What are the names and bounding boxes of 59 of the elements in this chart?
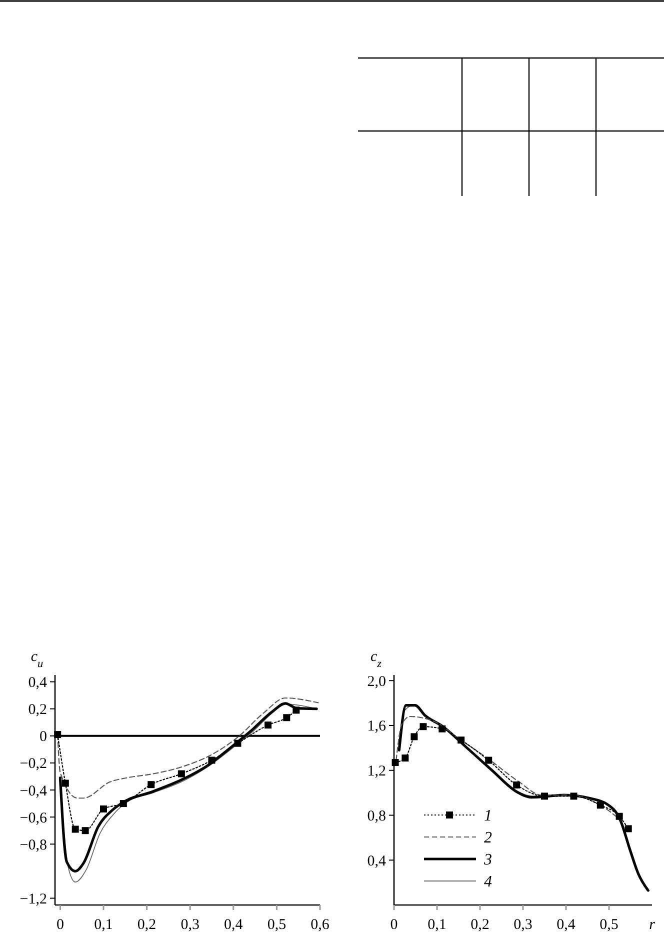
point	[208, 756, 216, 764]
legend-label: 1	[484, 808, 492, 825]
x-tick-label: 0,4	[224, 917, 244, 933]
point	[54, 731, 62, 738]
point	[485, 756, 492, 764]
y-tick-label: 1,2	[367, 764, 386, 780]
x-tick-label: 0,4	[556, 917, 576, 933]
point	[458, 736, 465, 744]
y-tick-label: 0,4	[28, 675, 48, 692]
legend-label: 4	[484, 874, 492, 891]
point	[120, 800, 127, 808]
point	[292, 706, 300, 714]
y-tick-label: −1,2	[20, 891, 47, 908]
point	[624, 825, 632, 832]
point	[178, 770, 185, 778]
y-tick-label: −0,6	[20, 810, 48, 826]
y-tick-label: 2,0	[367, 674, 386, 690]
legend-label: 3	[483, 852, 492, 869]
y-tick-label: 0	[40, 729, 47, 746]
point	[438, 725, 446, 732]
point	[234, 740, 242, 747]
point	[82, 827, 89, 834]
point	[570, 792, 578, 800]
x-tick-label: 0,2	[137, 917, 156, 933]
x-tick-label: 0,5	[600, 917, 618, 933]
point	[264, 722, 272, 729]
point	[100, 805, 107, 812]
point	[596, 802, 604, 809]
legend-label: 2	[484, 830, 492, 847]
point	[513, 781, 520, 788]
y-tick-label: 1,6	[367, 718, 386, 735]
y-axis-title: c$_{u}$	[30, 649, 44, 670]
point	[616, 812, 623, 820]
point	[72, 826, 79, 833]
x-tick-label: 0,1	[428, 917, 446, 933]
y-axis-title: c$_{z}$	[370, 649, 382, 670]
point	[283, 714, 290, 722]
point	[541, 792, 548, 800]
x-tick-label: 0	[390, 917, 398, 933]
point	[410, 733, 418, 740]
y-tick-label: 0,4	[367, 853, 386, 870]
x-tick-label: 0,3	[180, 917, 200, 933]
x-tick-label: 0,2	[470, 917, 490, 933]
x-tick-label: 0,6	[310, 917, 330, 933]
point	[392, 759, 399, 766]
x-tick-label: 0,1	[94, 917, 113, 933]
x-tick-label: 0,3	[514, 917, 532, 933]
x-tick-label: 0	[56, 917, 64, 933]
x-tick-label: 0,5	[267, 917, 286, 933]
point	[420, 723, 427, 730]
y-tick-label: 0,2	[28, 702, 47, 718]
y-tick-label: −0,4	[20, 783, 48, 800]
point	[402, 754, 409, 762]
y-tick-label: −0,8	[20, 837, 47, 854]
x-axis-title: r	[649, 917, 656, 933]
point	[148, 781, 155, 788]
point	[62, 780, 69, 787]
y-tick-label: 0,8	[367, 808, 386, 824]
y-tick-label: −0,2	[20, 756, 47, 772]
